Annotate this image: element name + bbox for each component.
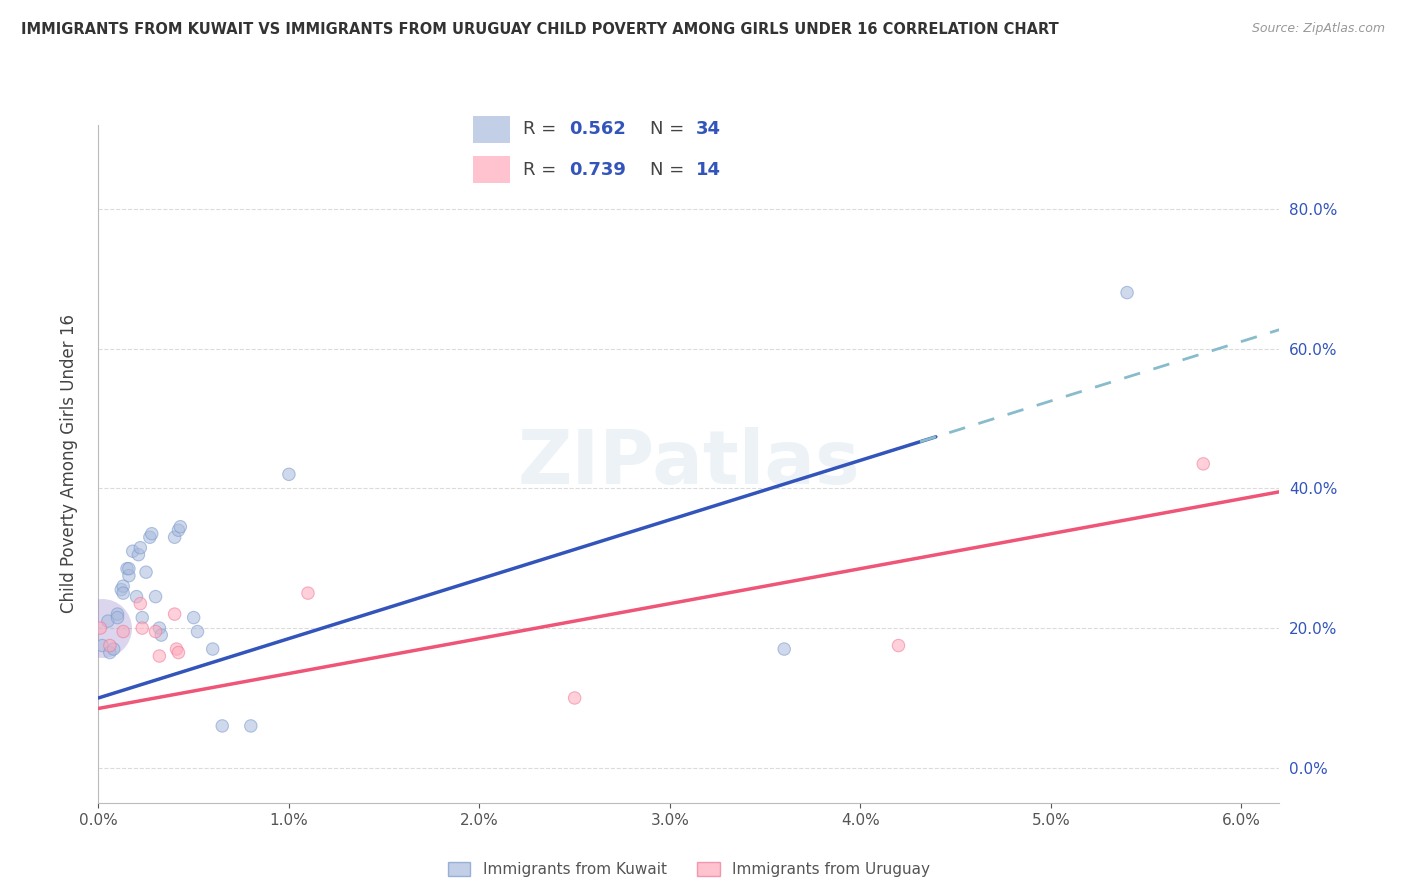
- Text: ZIPatlas: ZIPatlas: [517, 427, 860, 500]
- Point: [163, 607, 186, 621]
- Point: [1192, 457, 1215, 471]
- Text: IMMIGRANTS FROM KUWAIT VS IMMIGRANTS FROM URUGUAY CHILD POVERTY AMONG GIRLS UNDE: IMMIGRANTS FROM KUWAIT VS IMMIGRANTS FRO…: [21, 22, 1059, 37]
- Point: [118, 568, 141, 582]
- Text: 14: 14: [696, 161, 721, 178]
- Point: [121, 544, 143, 558]
- Point: [91, 639, 114, 653]
- Point: [129, 541, 152, 555]
- Point: [103, 642, 125, 657]
- Text: 0.562: 0.562: [569, 120, 626, 138]
- Point: [107, 610, 129, 624]
- Point: [97, 614, 120, 628]
- Text: R =: R =: [523, 120, 562, 138]
- Point: [169, 520, 191, 534]
- Point: [1116, 285, 1139, 300]
- Point: [887, 639, 910, 653]
- Point: [115, 562, 138, 576]
- Point: [118, 562, 141, 576]
- Point: [145, 590, 167, 604]
- Point: [135, 565, 157, 579]
- Point: [112, 579, 135, 593]
- Point: [239, 719, 262, 733]
- FancyBboxPatch shape: [474, 156, 510, 183]
- Text: 34: 34: [696, 120, 721, 138]
- Point: [773, 642, 796, 657]
- Point: [167, 646, 190, 660]
- Point: [98, 639, 121, 653]
- Point: [145, 624, 167, 639]
- Point: [167, 523, 190, 537]
- Y-axis label: Child Poverty Among Girls Under 16: Child Poverty Among Girls Under 16: [59, 314, 77, 614]
- Point: [107, 607, 129, 621]
- Point: [141, 526, 163, 541]
- Point: [129, 597, 152, 611]
- Point: [148, 621, 170, 635]
- Point: [139, 530, 162, 544]
- Text: N =: N =: [650, 161, 689, 178]
- Text: Source: ZipAtlas.com: Source: ZipAtlas.com: [1251, 22, 1385, 36]
- Point: [277, 467, 299, 482]
- Point: [91, 621, 114, 635]
- Point: [125, 590, 148, 604]
- Point: [98, 646, 121, 660]
- Point: [112, 586, 135, 600]
- Point: [201, 642, 224, 657]
- Point: [163, 530, 186, 544]
- Point: [112, 624, 135, 639]
- Point: [110, 582, 132, 597]
- Point: [211, 719, 233, 733]
- Point: [131, 610, 153, 624]
- Point: [89, 621, 111, 635]
- FancyBboxPatch shape: [474, 116, 510, 143]
- Point: [148, 648, 170, 663]
- Point: [297, 586, 319, 600]
- Point: [183, 610, 205, 624]
- Text: N =: N =: [650, 120, 689, 138]
- Point: [150, 628, 173, 642]
- Legend: Immigrants from Kuwait, Immigrants from Uruguay: Immigrants from Kuwait, Immigrants from …: [441, 856, 936, 883]
- Text: R =: R =: [523, 161, 562, 178]
- Point: [564, 690, 586, 705]
- Point: [131, 621, 153, 635]
- Point: [166, 642, 188, 657]
- Point: [127, 548, 149, 562]
- Point: [186, 624, 208, 639]
- Text: 0.739: 0.739: [569, 161, 626, 178]
